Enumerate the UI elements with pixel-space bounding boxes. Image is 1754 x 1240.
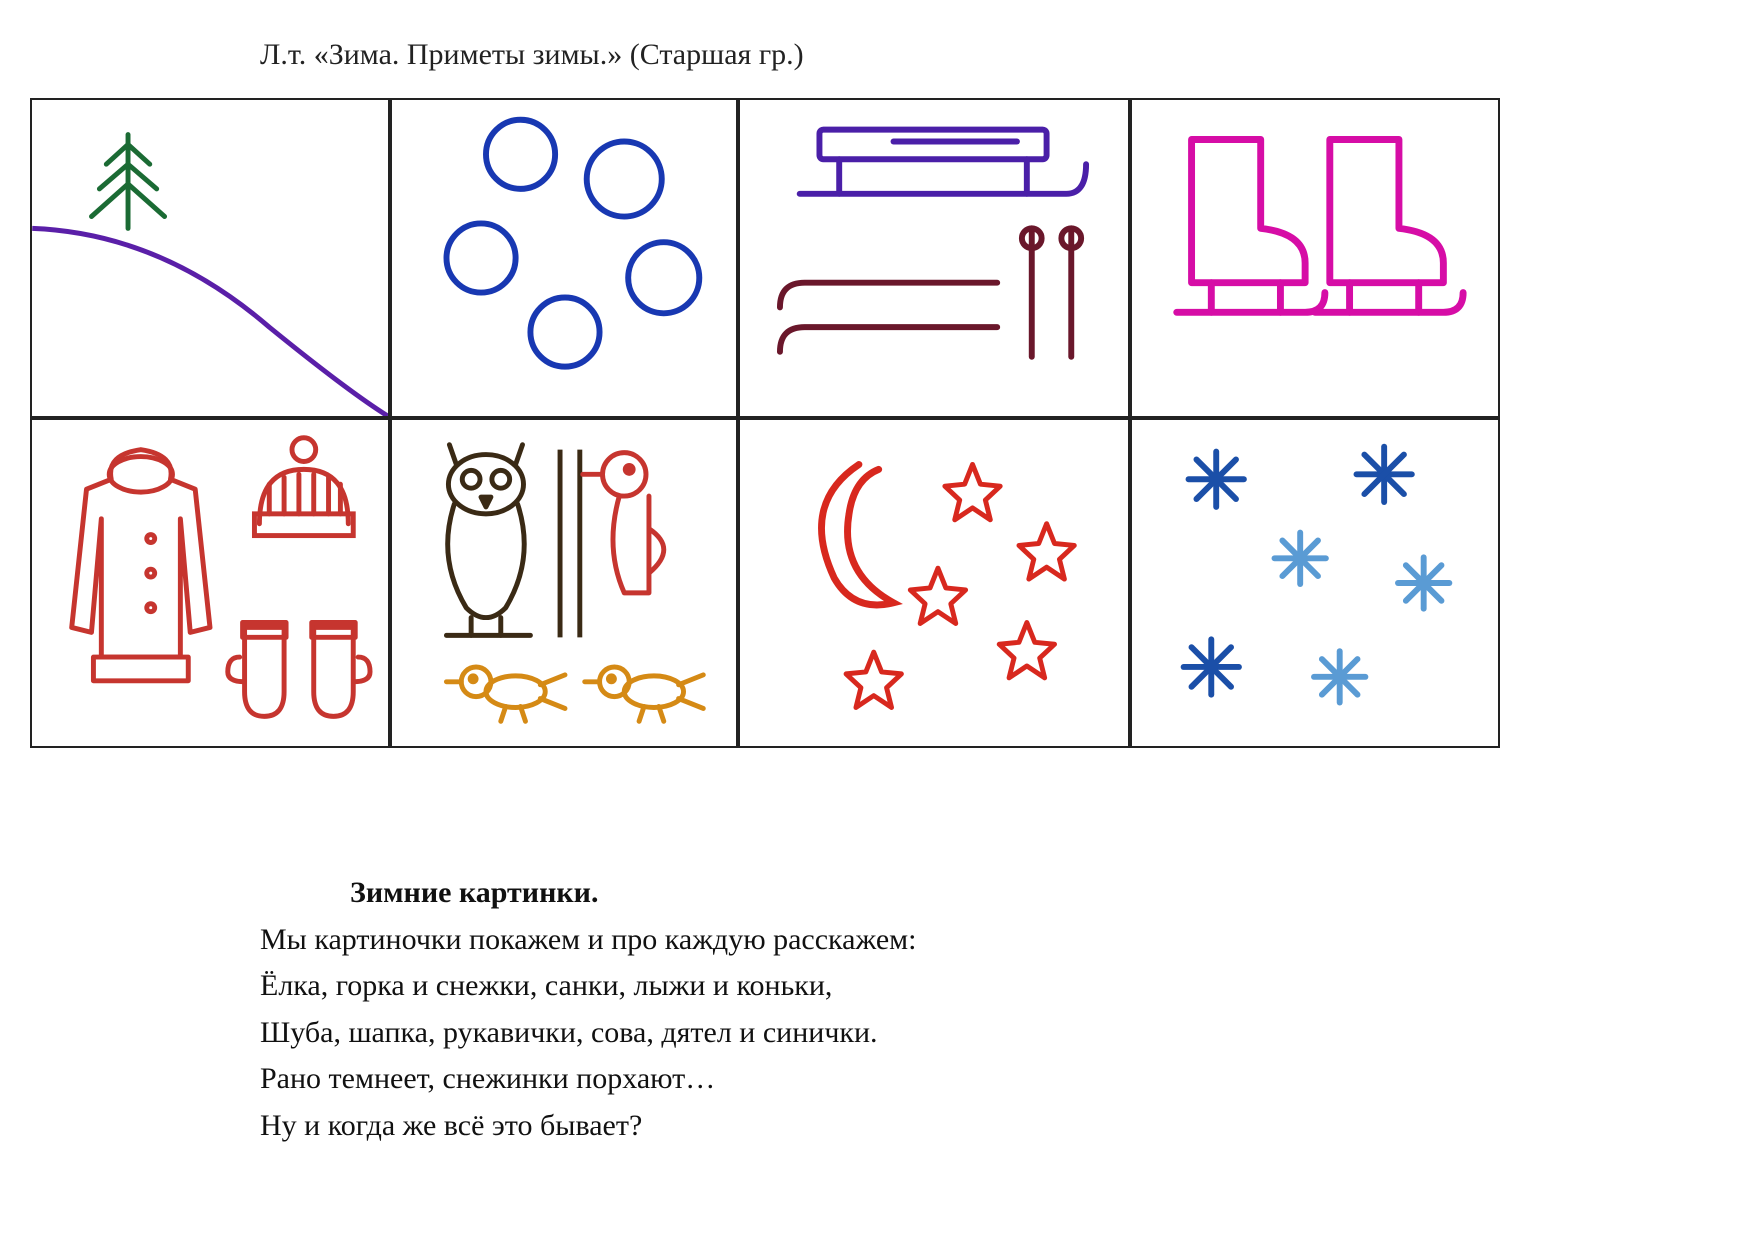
woodpecker-icon — [583, 453, 664, 593]
poem-line: Мы картиночки покажем и про каждую расск… — [260, 917, 916, 964]
hill-icon — [32, 228, 388, 416]
cell-snowflakes — [1130, 418, 1500, 748]
hat-icon — [254, 438, 353, 536]
sled-icon — [800, 130, 1086, 194]
owl-icon — [446, 445, 530, 636]
cell-sled-skis — [738, 98, 1130, 418]
poem-line: Ну и когда же всё это бывает? — [260, 1103, 916, 1150]
tit-icon — [585, 667, 704, 721]
snowballs-icon — [446, 120, 699, 367]
cell-hill-tree — [30, 98, 390, 418]
poem-line: Рано темнеет, снежинки порхают… — [260, 1056, 916, 1103]
tree-icon — [92, 135, 165, 229]
poem-block: Зимние картинки. Мы картиночки покажем и… — [260, 870, 916, 1149]
cell-skates — [1130, 98, 1500, 418]
moon-icon — [821, 464, 893, 604]
cell-snowballs — [390, 98, 738, 418]
tit-icon — [446, 667, 565, 721]
page-title: Л.т. «Зима. Приметы зимы.» (Старшая гр.) — [260, 38, 804, 72]
stars-icon — [846, 464, 1074, 707]
snowflakes-icon — [1184, 447, 1450, 703]
cell-birds — [390, 418, 738, 748]
poem-line: Шуба, шапка, рукавички, сова, дятел и си… — [260, 1010, 916, 1057]
picture-grid — [30, 98, 1714, 798]
mittens-icon — [228, 623, 370, 717]
coat-icon — [72, 450, 210, 681]
poem-line: Ёлка, горка и снежки, санки, лыжи и конь… — [260, 963, 916, 1010]
poem-title: Зимние картинки. — [350, 870, 916, 917]
skates-icon — [1177, 140, 1463, 313]
cell-moon-stars — [738, 418, 1130, 748]
cell-winter-clothes — [30, 418, 390, 748]
skis-icon — [780, 228, 1081, 356]
